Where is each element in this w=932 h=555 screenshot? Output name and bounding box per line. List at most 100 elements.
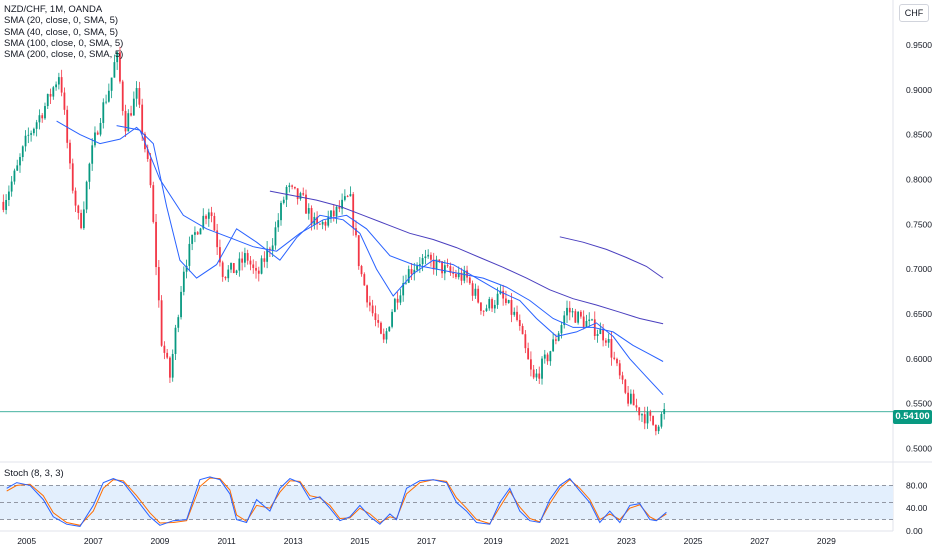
candle-body bbox=[55, 84, 57, 88]
candle-body bbox=[618, 363, 621, 376]
candle-body bbox=[96, 132, 99, 135]
candle-body bbox=[41, 115, 44, 119]
candle-body bbox=[624, 379, 627, 393]
candle-body bbox=[205, 215, 207, 219]
candle-body bbox=[535, 373, 538, 378]
candle-body bbox=[405, 282, 407, 284]
stochastic-lines bbox=[6, 476, 667, 527]
candle-body bbox=[391, 311, 393, 327]
candle-body bbox=[5, 199, 8, 210]
candle-body bbox=[560, 325, 563, 334]
candle-body bbox=[146, 149, 149, 159]
candle-body bbox=[407, 269, 410, 283]
candle-body bbox=[585, 320, 588, 327]
candle-body bbox=[432, 259, 435, 270]
candle-body bbox=[377, 319, 380, 323]
stochastic-d-line bbox=[6, 477, 667, 526]
candle-body bbox=[602, 328, 605, 341]
candle-body bbox=[621, 375, 624, 380]
candle-body bbox=[610, 339, 613, 358]
candle-body bbox=[343, 196, 346, 200]
candle-body bbox=[216, 230, 219, 248]
sma-20-label[interactable]: SMA (20, close, 0, SMA, 5) bbox=[4, 15, 119, 27]
candle-body bbox=[169, 357, 171, 378]
candle-body bbox=[474, 288, 477, 296]
candle-body bbox=[402, 283, 405, 296]
candle-body bbox=[318, 223, 321, 225]
candle-body bbox=[257, 270, 260, 274]
candle-body bbox=[124, 110, 127, 132]
candle-body bbox=[555, 339, 557, 341]
stochastic-tick-label: 40.00 bbox=[906, 503, 928, 513]
candle-body bbox=[491, 299, 493, 309]
candle-body bbox=[571, 311, 574, 313]
sma-200-label[interactable]: SMA (200, close, 0, SMA, 5) bbox=[4, 49, 124, 61]
candle-body bbox=[63, 92, 66, 110]
candle-body bbox=[616, 358, 618, 364]
sma-100-label[interactable]: SMA (100, close, 0, SMA, 5) bbox=[4, 37, 124, 49]
candle-body bbox=[246, 253, 249, 261]
candle-body bbox=[224, 276, 227, 279]
candle-body bbox=[588, 319, 591, 321]
candle-body bbox=[557, 333, 560, 341]
candle-body bbox=[563, 315, 566, 326]
stochastic-tick-label: 80.00 bbox=[906, 480, 928, 490]
candle-body bbox=[30, 133, 32, 135]
candle-body bbox=[57, 77, 60, 85]
candle-body bbox=[435, 259, 438, 270]
candle-body bbox=[541, 358, 543, 379]
candle-body bbox=[418, 264, 421, 266]
candle-body bbox=[441, 261, 443, 274]
candle-body bbox=[635, 405, 638, 408]
grid-layer bbox=[0, 0, 932, 532]
time-tick-label: 2015 bbox=[350, 536, 369, 546]
candle-body bbox=[399, 295, 402, 303]
currency-button[interactable]: CHF bbox=[899, 4, 929, 22]
candle-body bbox=[468, 277, 471, 284]
candle-body bbox=[235, 270, 238, 274]
candle-body bbox=[579, 311, 582, 317]
candle-body bbox=[91, 145, 94, 164]
candle-body bbox=[521, 325, 524, 335]
candle-body bbox=[385, 331, 388, 340]
sma-40-label[interactable]: SMA (40, close, 0, SMA, 5) bbox=[4, 26, 119, 38]
candle-body bbox=[19, 157, 21, 166]
candle-body bbox=[49, 93, 52, 97]
symbol-title[interactable]: NZD/CHF, 1M, OANDA bbox=[4, 4, 103, 15]
candle-body bbox=[477, 288, 480, 303]
sma-line bbox=[56, 120, 664, 396]
candle-body bbox=[505, 298, 507, 303]
candle-body bbox=[446, 265, 449, 267]
candle-body bbox=[424, 256, 427, 259]
candle-body bbox=[629, 393, 632, 404]
candle-body bbox=[549, 351, 552, 362]
candle-body bbox=[82, 209, 85, 229]
candle-body bbox=[596, 334, 599, 337]
candle-body bbox=[321, 222, 324, 225]
candle-body bbox=[249, 260, 252, 265]
price-tick-label: 0.50000 bbox=[906, 444, 932, 454]
time-tick-label: 2021 bbox=[550, 536, 569, 546]
candle-body bbox=[69, 142, 71, 164]
candle-body bbox=[196, 232, 199, 235]
candle-body bbox=[338, 206, 341, 209]
candle-body bbox=[516, 311, 518, 320]
candle-body bbox=[496, 293, 499, 305]
candle-body bbox=[116, 52, 119, 63]
candle-body bbox=[24, 135, 27, 147]
time-tick-label: 2029 bbox=[817, 536, 836, 546]
stochastic-label[interactable]: Stoch (8, 3, 3) bbox=[4, 468, 64, 479]
candle-body bbox=[107, 90, 110, 102]
candle-body bbox=[99, 122, 102, 135]
candle-body bbox=[163, 345, 166, 353]
candle-body bbox=[457, 272, 460, 278]
candle-body bbox=[152, 185, 155, 222]
candle-body bbox=[649, 412, 652, 416]
candle-body bbox=[427, 254, 430, 257]
candle-body bbox=[255, 267, 257, 271]
